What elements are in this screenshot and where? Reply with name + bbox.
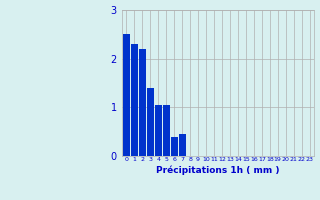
X-axis label: Précipitations 1h ( mm ): Précipitations 1h ( mm ) [156,165,279,175]
Bar [131,44,138,156]
Bar [155,105,162,156]
Bar [171,137,178,156]
Bar [123,34,130,156]
Bar [139,49,146,156]
Bar [147,88,154,156]
Bar [179,134,186,156]
Bar [163,105,170,156]
